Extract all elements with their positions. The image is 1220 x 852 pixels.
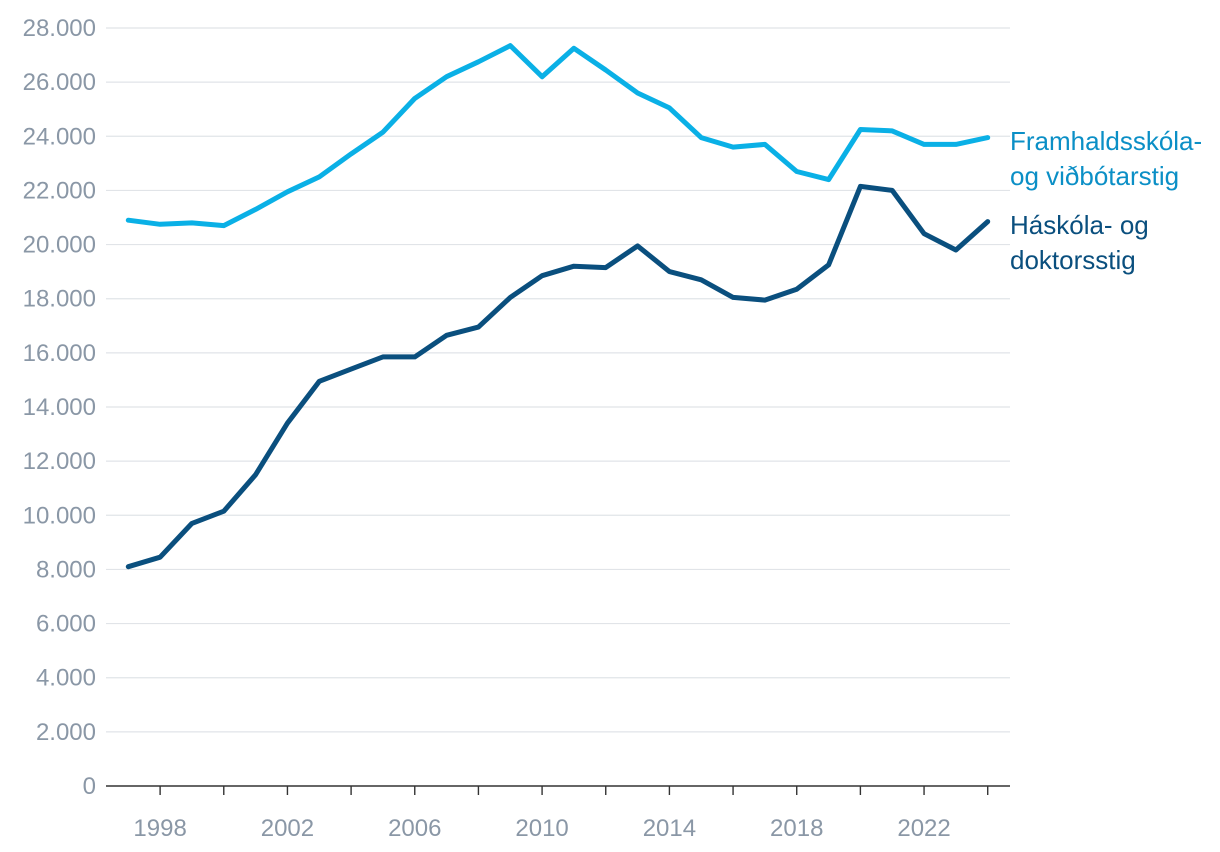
y-tick-label: 10.000 — [23, 502, 96, 529]
series-label-lower: Háskóla- og doktorsstig — [1010, 210, 1149, 275]
y-tick-label: 20.000 — [23, 232, 96, 259]
y-tick-label: 18.000 — [23, 286, 96, 313]
gridlines: 0 2.000 4.000 6.000 8.000 10.000 12.000 14.000 1… — [23, 15, 1010, 800]
y-tick-label: 16.000 — [23, 340, 96, 367]
x-tick-label: 2002 — [261, 815, 314, 842]
y-tick-label: 14.000 — [23, 394, 96, 421]
series-lines — [125, 43, 991, 570]
x-tick-label: 2022 — [897, 815, 950, 842]
x-tick-label: 2006 — [388, 815, 441, 842]
series-label-line: Háskóla- og — [1010, 210, 1149, 240]
series-line-lower — [125, 183, 991, 570]
y-tick-label: 8.000 — [36, 556, 96, 583]
x-tick-label: 2014 — [643, 815, 696, 842]
series-labels: Framhaldsskóla-og viðbótarstig Háskóla- o… — [1010, 126, 1202, 275]
y-tick-label: 0 — [83, 773, 96, 800]
series-label-line: doktorsstig — [1010, 245, 1136, 275]
y-tick-label: 2.000 — [36, 719, 96, 746]
y-tick-label: 28.000 — [23, 15, 96, 42]
y-tick-label: 26.000 — [23, 69, 96, 96]
y-tick-label: 4.000 — [36, 665, 96, 692]
series-label-line: Framhaldsskóla- — [1010, 126, 1202, 156]
series-label-upper: Framhaldsskóla-og viðbótarstig — [1010, 126, 1202, 191]
series-label-line: og viðbótarstig — [1010, 161, 1179, 191]
y-tick-label: 6.000 — [36, 611, 96, 638]
y-tick-label: 22.000 — [23, 177, 96, 204]
x-tick-label: 1998 — [133, 815, 186, 842]
x-tick-label: 2010 — [515, 815, 568, 842]
y-tick-label: 12.000 — [23, 448, 96, 475]
y-tick-label: 24.000 — [23, 123, 96, 150]
x-tick-label: 2018 — [770, 815, 823, 842]
series-line-upper — [125, 43, 991, 229]
x-axis: 1998 2002 2006 2010 2014 2018 2022 — [106, 785, 1010, 842]
